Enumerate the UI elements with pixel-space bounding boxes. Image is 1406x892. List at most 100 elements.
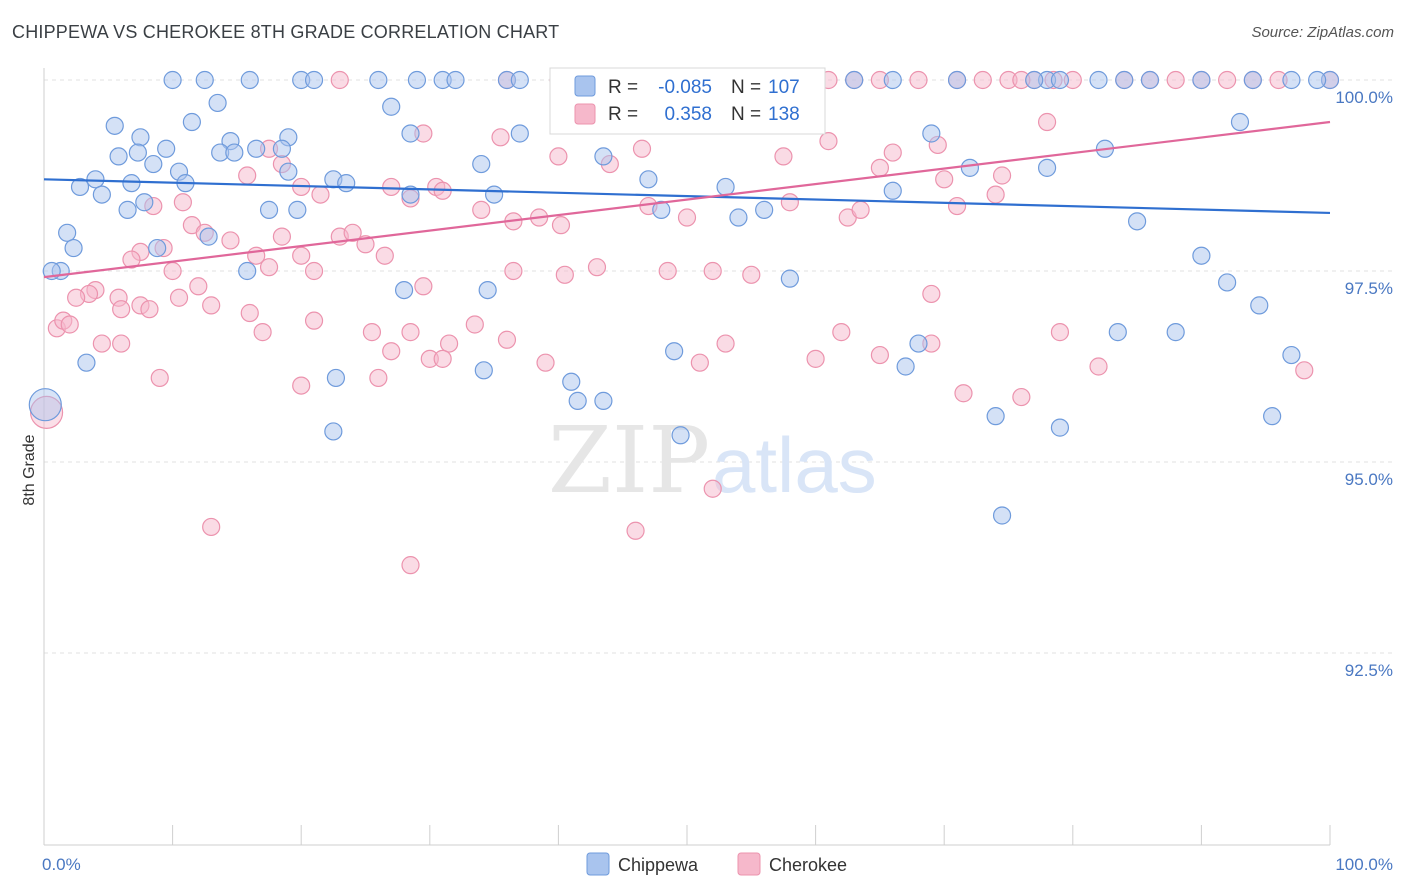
chippewa-point-20 <box>1192 70 1211 90</box>
cherokee-point-128 <box>1012 387 1031 407</box>
legend-n-value-chippewa: 107 <box>768 77 800 98</box>
chippewa-point-22 <box>1282 70 1301 90</box>
cherokee-point-118 <box>536 353 555 372</box>
cherokee-point-82 <box>703 261 722 281</box>
cherokee-point-79 <box>555 265 574 284</box>
chippewa-point-16 <box>947 70 967 90</box>
cherokee-point-71 <box>292 246 311 265</box>
chippewa-point-97 <box>671 426 690 445</box>
cherokee-point-78 <box>504 261 523 281</box>
cherokee-point-59 <box>851 200 870 219</box>
watermark-zip: ZIP <box>548 407 710 514</box>
chippewa-point-98 <box>896 357 915 376</box>
cherokee-point-127 <box>954 384 973 403</box>
chippewa-point-1 <box>195 70 214 90</box>
cherokee-point-69 <box>259 258 279 277</box>
cherokee-point-41 <box>1037 112 1057 132</box>
cherokee-point-16 <box>973 70 992 90</box>
cherokee-point-113 <box>292 376 311 395</box>
chippewa-point-87 <box>780 269 799 288</box>
cherokee-point-120 <box>716 334 735 353</box>
series-legend: Chippewa Cherokee <box>586 852 847 876</box>
cherokee-point-117 <box>497 330 517 349</box>
chippewa-point-77 <box>1282 345 1301 365</box>
cherokee-point-84 <box>922 284 941 304</box>
bottom-legend-label-cherokee: Cherokee <box>769 855 847 875</box>
legend-n-label-chippewa: N = <box>731 77 761 98</box>
legend-r-value-chippewa: -0.085 <box>658 77 712 98</box>
cherokee-point-110 <box>92 334 111 353</box>
cherokee-point-95 <box>140 300 159 319</box>
cherokee-point-112 <box>150 368 169 388</box>
chippewa-point-37 <box>128 143 147 162</box>
cherokee-point-55 <box>551 216 571 235</box>
cherokee-point-75 <box>356 235 375 254</box>
bottom-legend-label-chippewa: Chippewa <box>618 855 699 875</box>
chippewa-point-104 <box>992 506 1012 525</box>
chippewa-point-0 <box>163 70 182 90</box>
chippewa-point-66 <box>288 200 307 219</box>
cherokee-point-132 <box>626 521 645 540</box>
chippewa-point-25 <box>1050 70 1070 90</box>
cherokee-point-72 <box>304 261 324 281</box>
chippewa-point-50 <box>92 185 111 204</box>
chippewa-point-102 <box>1108 323 1127 342</box>
legend-r-value-cherokee: 0.358 <box>664 104 712 125</box>
chippewa-point-88 <box>77 353 96 372</box>
cherokee-point-46 <box>238 166 257 185</box>
chippewa-point-14 <box>845 70 864 90</box>
chippewa-points <box>28 70 1340 525</box>
bottom-legend-swatch-chippewa <box>586 852 610 876</box>
cherokee-point-35 <box>632 139 652 158</box>
cherokee-point-63 <box>173 193 192 212</box>
chippewa-point-72 <box>883 181 902 200</box>
chippewa-point-36 <box>109 147 128 166</box>
chippewa-point-78 <box>1263 407 1282 426</box>
cherokee-point-37 <box>819 132 838 151</box>
chippewa-point-31 <box>182 112 201 132</box>
cherokee-point-130 <box>202 517 221 537</box>
cherokee-point-131 <box>401 556 420 575</box>
chippewa-point-85 <box>238 261 257 281</box>
chippewa-point-15 <box>883 70 902 90</box>
chippewa-point-65 <box>259 200 279 219</box>
chippewa-point-10 <box>510 70 529 90</box>
chippewa-point-93 <box>562 372 581 391</box>
bottom-legend-swatch-cherokee <box>737 852 761 876</box>
chippewa-point-81 <box>148 238 167 258</box>
chippewa-point-99 <box>909 334 928 353</box>
cherokee-point-116 <box>433 349 452 368</box>
stats-legend: R = -0.085 N = 107 R = 0.358 N = 138 <box>549 67 826 135</box>
chippewa-point-91 <box>478 281 497 300</box>
chippewa-point-8 <box>446 70 465 90</box>
chippewa-point-103 <box>1166 323 1185 342</box>
cherokee-point-80 <box>587 258 607 277</box>
chippewa-point-69 <box>652 200 671 219</box>
cherokee-point-103 <box>382 342 401 361</box>
cherokee-point-133 <box>703 479 722 498</box>
trend-lines <box>43 120 1331 279</box>
legend-n-value-cherokee: 138 <box>768 104 800 125</box>
x-tick-label-0: 0.0% <box>42 855 81 874</box>
cherokee-point-93 <box>112 300 131 319</box>
chippewa-point-39 <box>247 139 266 158</box>
cherokee-point-123 <box>870 345 890 365</box>
cherokee-point-106 <box>465 315 484 334</box>
chippewa-point-57 <box>716 177 735 197</box>
chippewa-point-5 <box>369 70 388 90</box>
cherokee-point-61 <box>986 185 1005 204</box>
chippewa-point-86 <box>394 281 414 300</box>
chippewa-point-41 <box>144 154 163 174</box>
chippewa-point-63 <box>135 193 154 212</box>
y-tick-label-1: 97.5% <box>1345 279 1393 298</box>
cherokee-point-67 <box>221 231 240 250</box>
chippewa-point-94 <box>568 391 587 410</box>
cherokee-point-87 <box>163 261 182 281</box>
cherokee-point-105 <box>439 334 459 353</box>
cherokee-point-119 <box>690 353 709 372</box>
chippewa-point-52 <box>401 124 420 143</box>
cherokee-point-60 <box>947 196 967 216</box>
y-tick-label-0: 100.0% <box>1335 88 1393 107</box>
chippewa-point-21 <box>1243 70 1262 90</box>
